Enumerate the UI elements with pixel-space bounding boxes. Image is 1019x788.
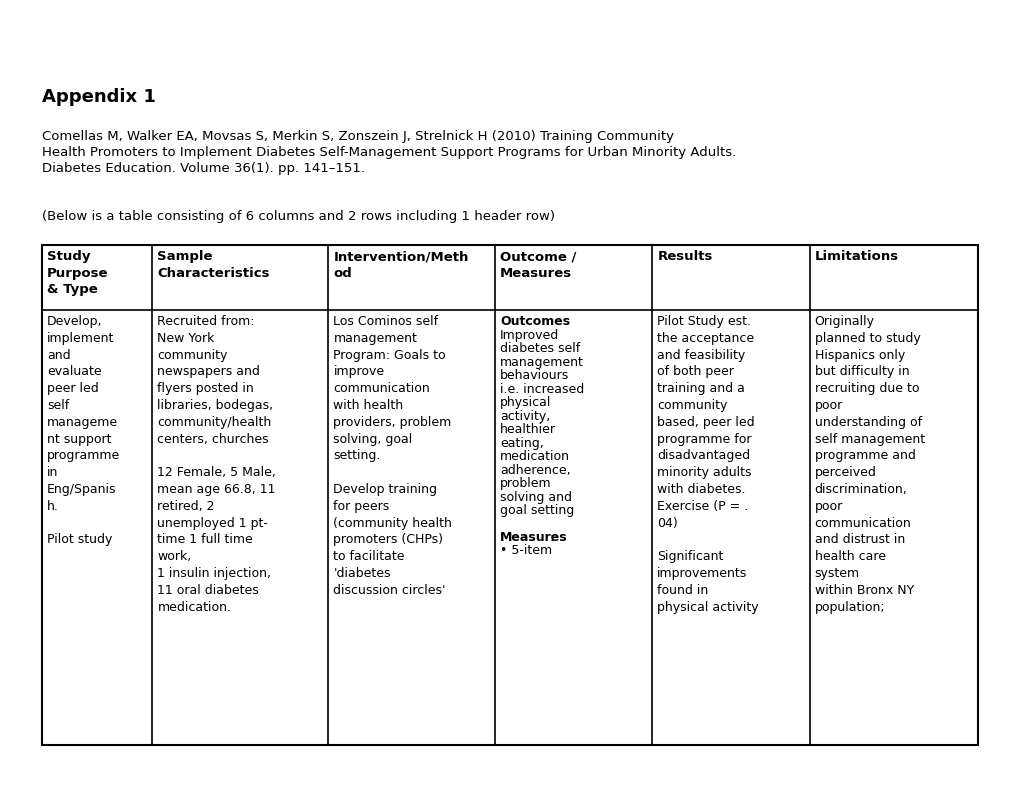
Text: Improved: Improved (499, 329, 558, 341)
Text: physical: physical (499, 396, 551, 409)
Text: Health Promoters to Implement Diabetes Self-Management Support Programs for Urba: Health Promoters to Implement Diabetes S… (42, 146, 736, 159)
Text: Diabetes Education. Volume 36(1). pp. 141–151.: Diabetes Education. Volume 36(1). pp. 14… (42, 162, 365, 175)
Text: Sample
Characteristics: Sample Characteristics (157, 250, 270, 280)
Text: diabetes self: diabetes self (499, 342, 580, 355)
Text: adherence,: adherence, (499, 463, 570, 477)
Text: Outcome /
Measures: Outcome / Measures (499, 250, 576, 280)
Text: Measures: Measures (499, 531, 568, 544)
Text: problem: problem (499, 477, 551, 490)
Text: Pilot Study est.
the acceptance
and feasibility
of both peer
training and a
comm: Pilot Study est. the acceptance and feas… (656, 315, 758, 614)
Text: Results: Results (656, 250, 712, 263)
Text: goal setting: goal setting (499, 504, 574, 517)
Text: activity,: activity, (499, 410, 549, 422)
Text: Originally
planned to study
Hispanics only
but difficulty in
recruiting due to
p: Originally planned to study Hispanics on… (814, 315, 924, 614)
Text: • 5-item: • 5-item (499, 545, 551, 557)
Text: Appendix 1: Appendix 1 (42, 88, 156, 106)
Text: Recruited from:
New York
community
newspapers and
flyers posted in
libraries, bo: Recruited from: New York community newsp… (157, 315, 276, 614)
Text: (Below is a table consisting of 6 columns and 2 rows including 1 header row): (Below is a table consisting of 6 column… (42, 210, 554, 223)
Text: Develop,
implement
and
evaluate
peer led
self
manageme
nt support
programme
in
E: Develop, implement and evaluate peer led… (47, 315, 120, 546)
Text: management: management (499, 355, 583, 369)
Text: behaviours: behaviours (499, 369, 569, 382)
Text: healthier: healthier (499, 423, 555, 436)
Text: :: : (549, 531, 553, 544)
Text: Los Cominos self
management
Program: Goals to
improve
communication
with health
: Los Cominos self management Program: Goa… (333, 315, 451, 597)
Text: Intervention/Meth
od: Intervention/Meth od (333, 250, 469, 280)
Text: i.e. increased: i.e. increased (499, 382, 584, 396)
Text: :: : (549, 315, 553, 328)
Text: solving and: solving and (499, 490, 572, 504)
Text: medication: medication (499, 450, 570, 463)
Bar (42, 245, 977, 745)
Text: Outcomes: Outcomes (499, 315, 570, 328)
Text: eating,: eating, (499, 437, 543, 449)
Text: Study
Purpose
& Type: Study Purpose & Type (47, 250, 108, 296)
Text: Comellas M, Walker EA, Movsas S, Merkin S, Zonszein J, Strelnick H (2010) Traini: Comellas M, Walker EA, Movsas S, Merkin … (42, 130, 674, 143)
Text: Limitations: Limitations (814, 250, 898, 263)
